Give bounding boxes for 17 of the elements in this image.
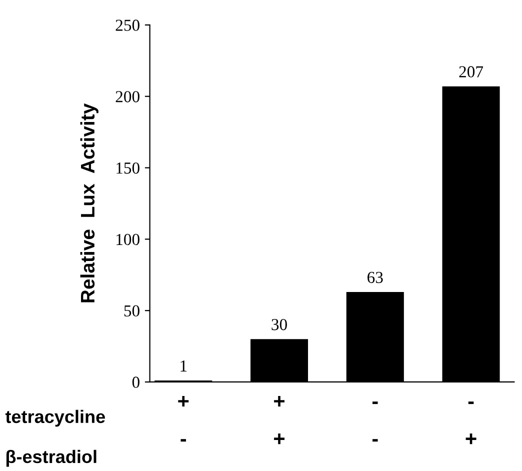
data-label: 30 <box>272 318 287 330</box>
data-label: 63 <box>368 272 383 284</box>
category-label: - + <box>466 402 476 444</box>
data-label: 207 <box>459 66 484 78</box>
text: β-estradiol <box>6 450 96 467</box>
category-label: + + <box>274 396 284 444</box>
category-label: + - <box>178 396 189 442</box>
y-axis-title: Relative Lux Activity <box>80 103 98 302</box>
y-tick-label: 50 <box>124 305 140 317</box>
y-tick-label: 100 <box>116 234 140 246</box>
y-tick-label: 0 <box>132 376 140 388</box>
y-tick-label: 200 <box>116 91 140 102</box>
y-tick-label: 150 <box>116 162 140 174</box>
y-tick-label: 250 <box>116 20 140 31</box>
data-label: 1 <box>180 360 187 372</box>
category-label: - - <box>372 402 378 442</box>
text: tetracycline <box>5 410 105 427</box>
